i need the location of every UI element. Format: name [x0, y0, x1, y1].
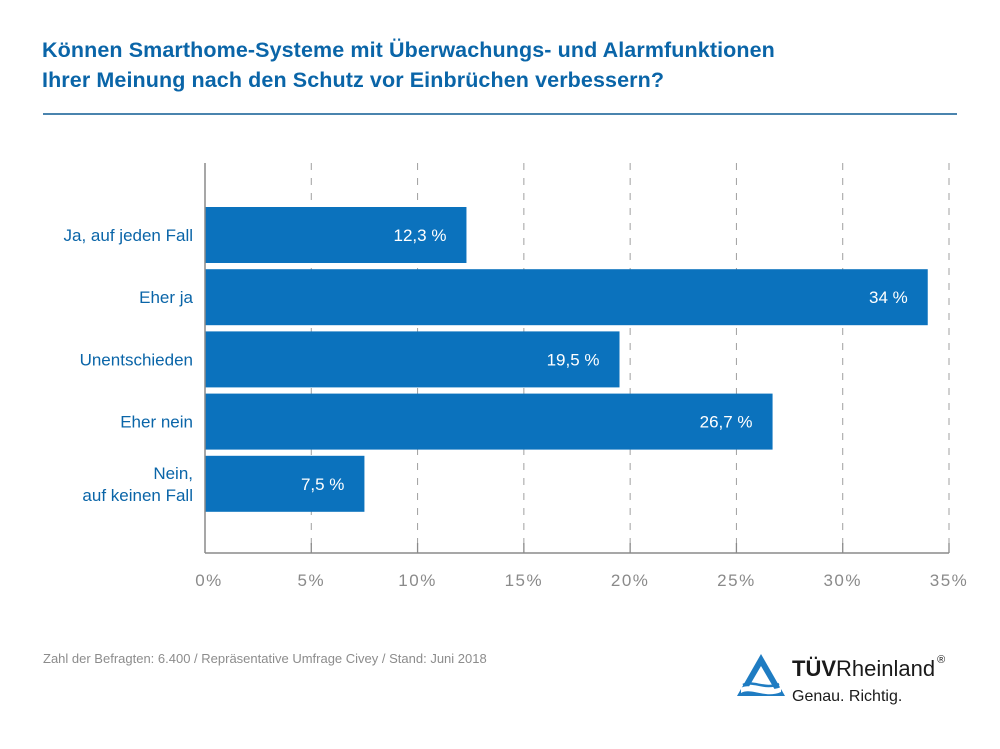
source-footnote: Zahl der Befragten: 6.400 / Repräsentati… [43, 651, 487, 666]
x-tick-label: 10% [398, 571, 437, 590]
x-tick-label: 35% [930, 571, 969, 590]
bar [205, 207, 467, 263]
bar [205, 269, 928, 326]
bar [205, 331, 620, 388]
bar-value-label: 34 % [869, 288, 908, 307]
title-line-2: Ihrer Meinung nach den Schutz vor Einbrü… [42, 68, 665, 92]
category-label: Ja, auf jeden Fall [64, 226, 193, 245]
axes [204, 163, 950, 554]
tuv-triangle-icon [737, 654, 785, 696]
x-tick-label: 25% [717, 571, 756, 590]
title-line-1: Können Smarthome-Systeme mit Überwachung… [42, 38, 775, 62]
title-divider [43, 113, 957, 115]
labels: 0% 5% 10% 15% 20% 25% 30% 35% 12,3 % Ja, auf jede… [64, 226, 969, 590]
category-label: auf keinen Fall [82, 486, 193, 505]
chart-title: Können Smarthome-Systeme mit Überwachung… [42, 35, 972, 95]
category-label: Eher nein [120, 413, 193, 432]
x-tick-label: 0% [195, 571, 223, 590]
bar-value-label: 12,3 % [394, 226, 447, 245]
category-label: Eher ja [139, 288, 193, 307]
bars [205, 207, 928, 512]
bar [205, 393, 773, 450]
x-tick-label: 20% [611, 571, 650, 590]
bar-value-label: 19,5 % [547, 350, 600, 369]
category-label: Nein, [153, 464, 193, 483]
x-tick-label: 5% [297, 571, 325, 590]
bar-value-label: 7,5 % [301, 475, 344, 494]
logo-tagline: Genau. Richtig. [792, 688, 903, 705]
tuv-rheinland-logo: TÜVRheinland ® Genau. Richtig. [735, 648, 975, 712]
x-tick-label: 15% [505, 571, 544, 590]
logo-brand: TÜVRheinland ® [792, 654, 946, 681]
bar [205, 455, 365, 512]
x-tick-label: 30% [823, 571, 862, 590]
category-label: Unentschieden [80, 350, 193, 369]
bar-value-label: 26,7 % [700, 413, 753, 432]
